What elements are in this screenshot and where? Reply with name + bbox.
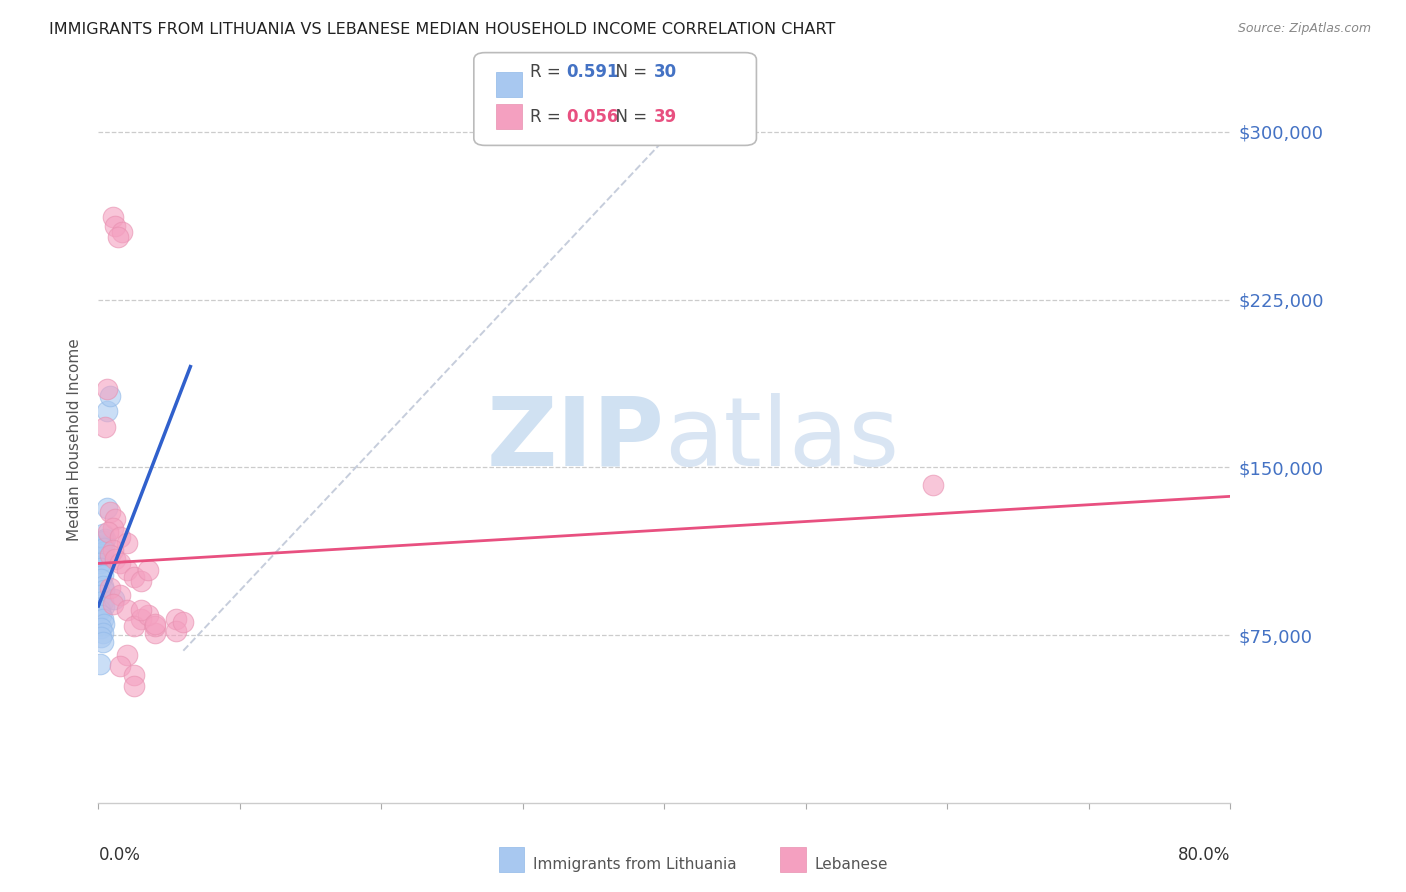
Point [108,588,131,602]
Point [101,210,124,224]
Point [90,549,112,564]
Point [91,554,114,568]
Point [129,603,152,617]
Point [94,532,117,546]
Point [91,567,114,582]
Point [143,616,166,631]
Point [96,382,118,396]
Point [115,536,138,550]
Point [165,612,187,626]
Point [108,530,131,544]
Point [90,539,112,553]
Point [90,621,112,635]
Point [107,230,129,244]
Text: 0.0%: 0.0% [98,847,141,864]
Point [104,552,127,566]
Point [104,512,127,526]
Point [172,615,194,629]
Text: 80.0%: 80.0% [1178,847,1230,864]
Point [98,581,121,595]
Y-axis label: Median Household Income: Median Household Income [67,338,83,541]
Point [104,219,127,233]
Point [101,597,124,611]
Point [115,563,138,577]
Point [101,521,124,535]
Point [91,634,114,648]
Point [89,657,111,672]
Point [111,226,134,240]
Point [93,599,115,613]
Text: 30: 30 [654,63,676,81]
Point [90,630,112,644]
Point [90,561,112,575]
Text: IMMIGRANTS FROM LITHUANIA VS LEBANESE MEDIAN HOUSEHOLD INCOME CORRELATION CHART: IMMIGRANTS FROM LITHUANIA VS LEBANESE ME… [49,22,835,37]
Text: Lebanese: Lebanese [814,857,887,871]
Text: ZIP: ZIP [486,392,665,486]
Point [89,603,111,617]
Point [115,603,138,617]
Point [922,478,945,492]
Text: 39: 39 [654,108,678,126]
Text: 0.591: 0.591 [567,63,619,81]
Text: N =: N = [605,108,652,126]
Point [108,557,131,571]
Point [143,625,166,640]
Point [96,404,118,418]
Point [122,680,145,694]
Point [93,541,115,555]
Point [89,557,111,571]
Point [122,668,145,682]
Point [136,563,159,577]
Point [122,570,145,584]
Point [91,579,114,593]
Point [97,525,120,540]
Point [103,592,125,607]
Text: Source: ZipAtlas.com: Source: ZipAtlas.com [1237,22,1371,36]
Point [91,527,114,541]
Text: R =: R = [530,63,567,81]
Point [93,534,115,549]
Point [98,505,121,519]
Point [91,625,114,640]
Point [98,548,121,562]
Point [91,545,114,559]
Point [90,572,112,586]
Point [129,612,152,626]
Point [96,500,118,515]
Text: 0.056: 0.056 [567,108,619,126]
Point [143,619,166,633]
Point [165,624,187,638]
Point [129,574,152,589]
Point [122,619,145,633]
Point [93,616,115,631]
Point [91,594,114,608]
Point [136,607,159,622]
Text: N =: N = [605,63,652,81]
Point [91,612,114,626]
Point [90,607,112,622]
Point [94,420,117,434]
Point [108,659,131,673]
Point [101,543,124,558]
Text: atlas: atlas [665,392,900,486]
Text: Immigrants from Lithuania: Immigrants from Lithuania [533,857,737,871]
Text: R =: R = [530,108,567,126]
Point [115,648,138,662]
Point [93,583,115,598]
Point [98,389,121,403]
Point [90,588,112,602]
